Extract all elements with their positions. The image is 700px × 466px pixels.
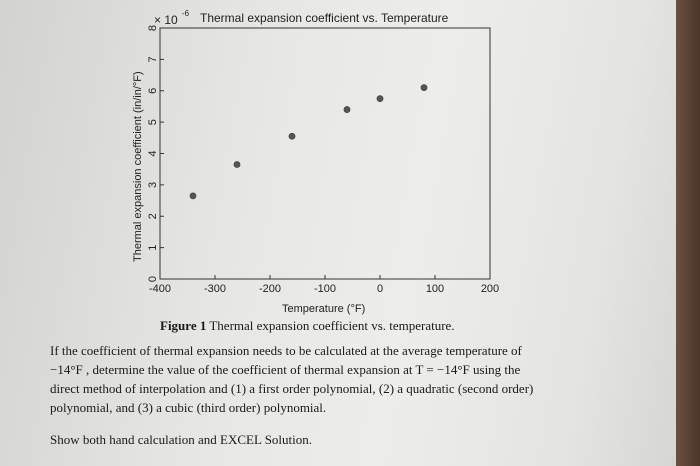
y-tick-label: 4 [147, 150, 159, 156]
y-tick-label: 3 [147, 182, 159, 188]
x-tick-label: 0 [377, 283, 383, 295]
problem-line: polynomial, and (3) a cubic (third order… [50, 400, 327, 415]
x-axis-label: Temperature (°F) [282, 303, 365, 315]
y-tick-label: 1 [147, 245, 159, 251]
figure-caption: Figure 1 Thermal expansion coefficient v… [160, 318, 455, 334]
y-tick-label: 7 [147, 56, 159, 62]
data-point [233, 161, 241, 168]
data-point [420, 84, 428, 92]
x-tick-label: -400 [149, 283, 171, 295]
x-tick-label: 200 [481, 283, 499, 295]
instruction-text: Show both hand calculation and EXCEL Sol… [50, 432, 313, 447]
data-point [288, 132, 296, 140]
x-tick-label: -100 [314, 283, 336, 295]
caption-label: Figure 1 [160, 318, 207, 333]
x-tick-label: -200 [259, 283, 281, 295]
paper-background [0, 0, 676, 466]
y-tick-label: 6 [147, 88, 159, 94]
y-exponent: -6 [182, 9, 190, 18]
axes: -400 -300 -200 -100 0 100 200 0 1 2 3 4 5 6 7 8 [147, 25, 499, 295]
problem-line: direct method of interpolation and (1) a… [50, 381, 534, 396]
problem-line: −14°F , determine the value of the coeff… [50, 362, 521, 377]
chart: -400 -300 -200 -100 0 100 200 0 1 2 3 4 5 6 7 8 Thermal… [132, 9, 499, 315]
y-tick-label: 5 [147, 119, 159, 125]
y-tick-label: 2 [147, 213, 159, 219]
problem-line: If the coefficient of thermal expansion … [50, 343, 522, 358]
plot-frame [159, 27, 491, 280]
data-point [376, 95, 384, 102]
x-tick-label: 100 [426, 283, 444, 295]
data-points [189, 84, 428, 200]
data-point [189, 192, 197, 200]
caption-text: Thermal expansion coefficient vs. temper… [209, 318, 455, 333]
x-tick-label: -300 [204, 283, 226, 295]
data-point [343, 106, 351, 113]
y-axis-label: Thermal expansion coefficient (in/in/°F) [132, 71, 144, 262]
y-multiplier: × 10 [154, 13, 178, 27]
chart-title: Thermal expansion coefficient vs. Temper… [200, 11, 449, 25]
y-tick-label: 8 [147, 25, 159, 31]
desk-edge [676, 0, 700, 466]
problem-statement: If the coefficient of thermal expansion … [50, 341, 590, 417]
y-tick-label: 0 [147, 276, 159, 282]
